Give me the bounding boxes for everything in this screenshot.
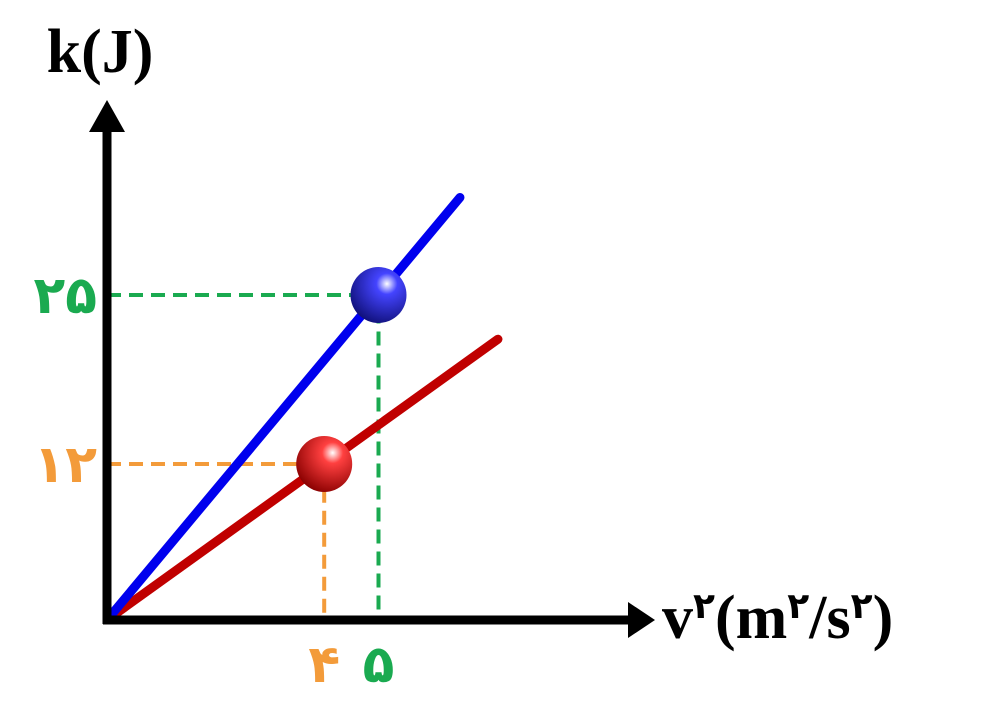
y-axis-title: k(J)	[47, 18, 154, 86]
x-axis-title: v۲(m۲/s۲)	[662, 584, 893, 652]
y-tick-label: ۲۵	[34, 266, 97, 326]
data-line	[102, 193, 465, 625]
data-point	[350, 267, 407, 323]
guide-line	[107, 462, 327, 620]
y-axis-arrow	[89, 100, 125, 132]
x-tick-label: ۵	[363, 635, 395, 695]
x-tick-label: ۴	[308, 635, 340, 695]
data-point	[296, 436, 353, 492]
x-axis-arrow	[628, 602, 655, 638]
y-tick-label: ۱۲	[34, 435, 98, 495]
